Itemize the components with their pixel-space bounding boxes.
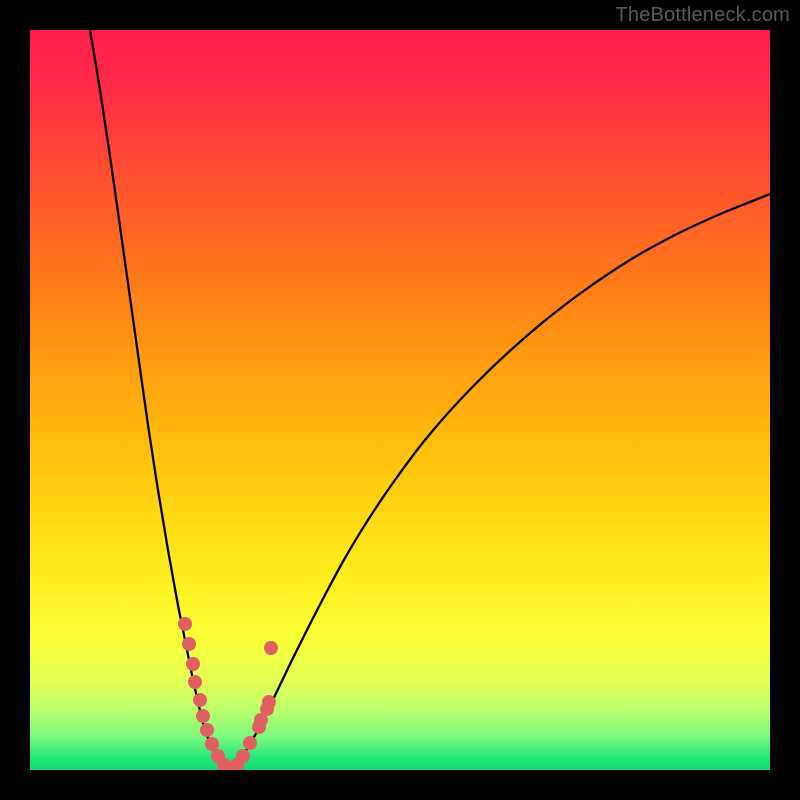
data-markers — [178, 617, 278, 770]
data-marker — [205, 737, 219, 751]
data-marker — [243, 736, 257, 750]
data-marker — [200, 723, 214, 737]
data-marker — [178, 617, 192, 631]
data-marker — [193, 693, 207, 707]
chart-container: TheBottleneck.com — [0, 0, 800, 800]
data-marker — [262, 695, 276, 709]
left-curve — [90, 30, 229, 769]
curves-layer — [30, 30, 770, 770]
data-marker — [264, 641, 278, 655]
data-marker — [186, 657, 200, 671]
data-marker — [196, 709, 210, 723]
plot-area — [30, 30, 770, 770]
data-marker — [188, 675, 202, 689]
data-marker — [182, 637, 196, 651]
watermark-text: TheBottleneck.com — [615, 4, 790, 27]
right-curve — [229, 194, 770, 769]
data-marker — [236, 749, 250, 763]
